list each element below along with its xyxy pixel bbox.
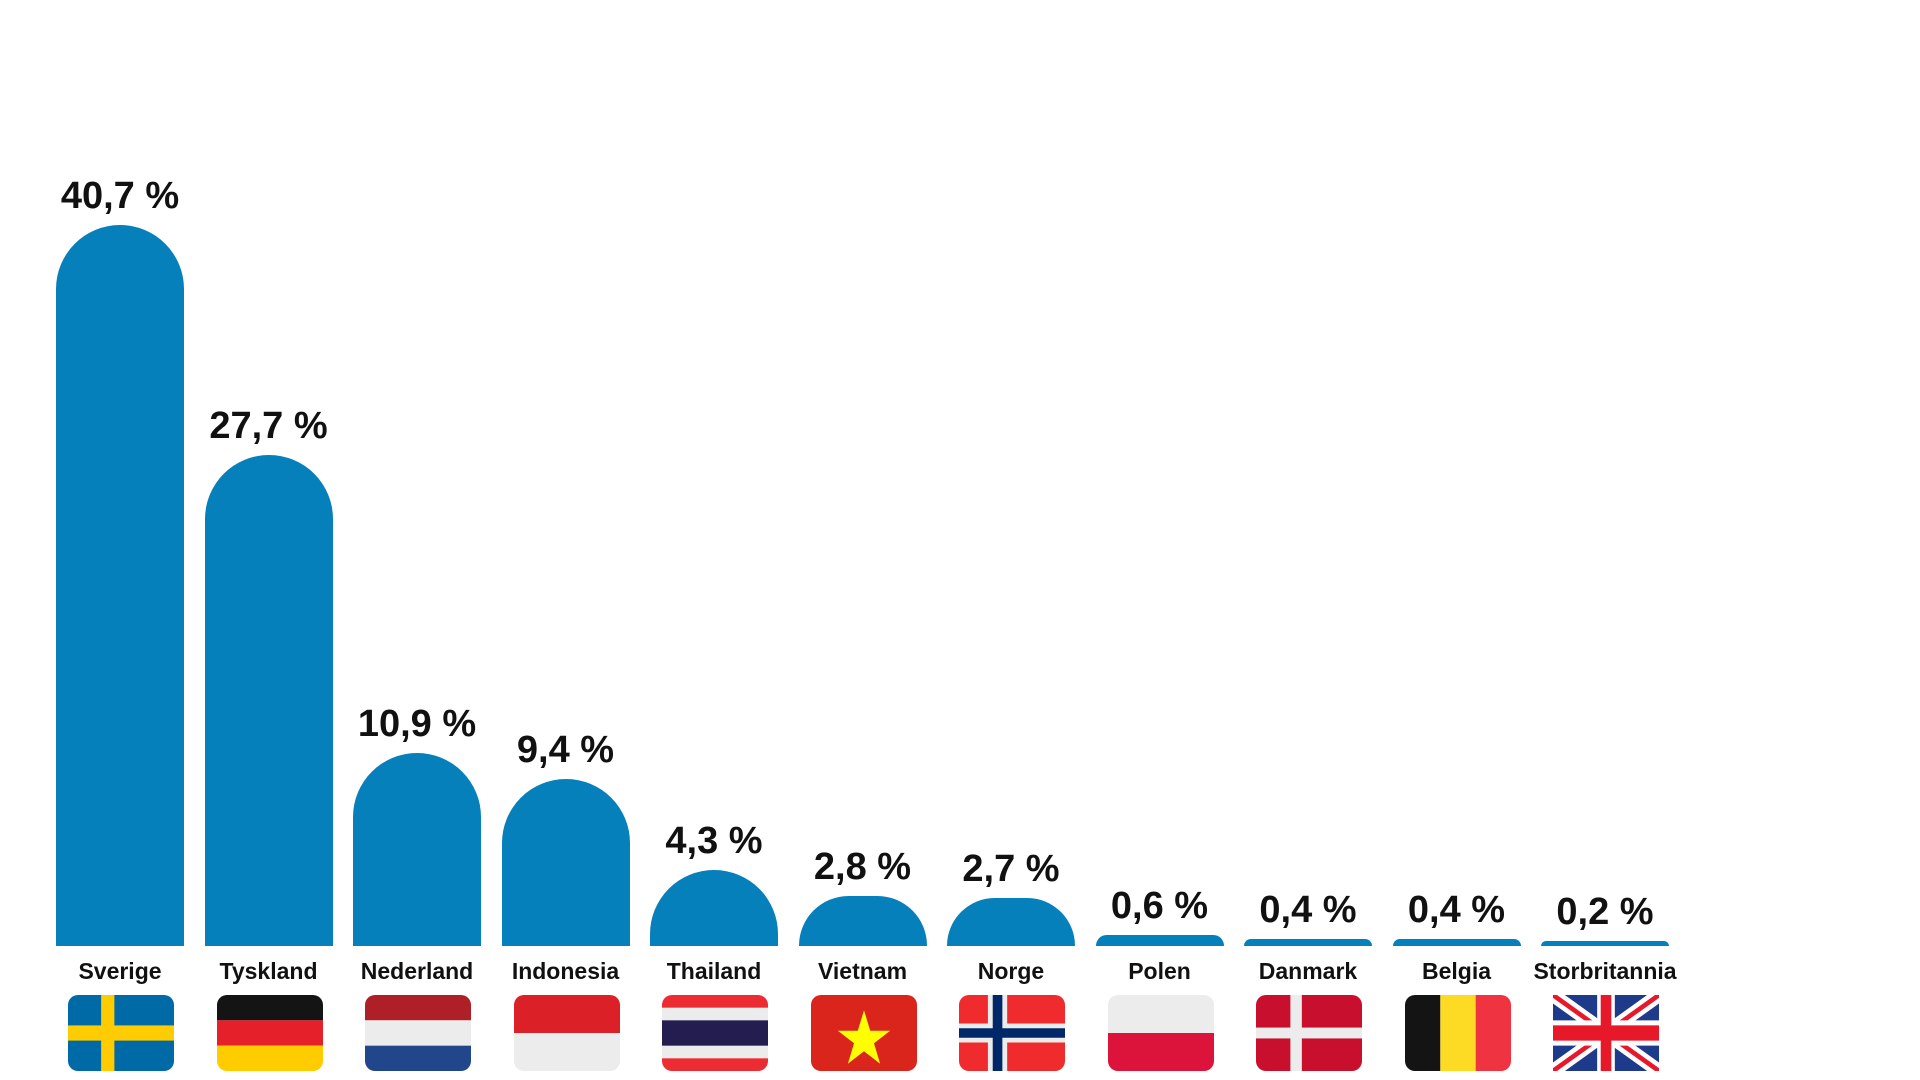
sweden-flag-icon <box>68 995 174 1071</box>
bar <box>1541 941 1669 946</box>
category-label: Indonesia <box>511 958 620 984</box>
value-label: 9,4 % <box>516 729 615 772</box>
category-label: Norge <box>977 958 1045 984</box>
bar-column: 0,4 % Danmark <box>1244 0 1372 1080</box>
indonesia-flag-icon <box>513 995 620 1071</box>
bar <box>353 752 481 946</box>
bar-column: 10,9 % Nederland <box>353 0 481 1080</box>
value-label: 0,6 % <box>1110 885 1209 928</box>
bar-column: 9,4 % Indonesia <box>501 0 630 1080</box>
bar <box>501 779 630 946</box>
vietnam-flag-icon <box>810 995 917 1071</box>
bar-column: 27,7 % Tyskland <box>204 0 333 1080</box>
value-label: 4,3 % <box>665 819 763 862</box>
value-label: 27,7 % <box>209 405 328 448</box>
value-label: 10,9 % <box>357 702 477 745</box>
bar <box>650 869 778 946</box>
belgium-flag-icon <box>1404 995 1511 1071</box>
poland-flag-icon <box>1107 995 1214 1071</box>
bar-column: 2,8 % Vietnam <box>798 0 927 1080</box>
value-label: 0,4 % <box>1259 888 1357 931</box>
thailand-flag-icon <box>662 995 768 1071</box>
bar <box>1095 935 1224 946</box>
category-label: Nederland <box>360 958 474 984</box>
denmark-flag-icon <box>1256 995 1362 1071</box>
bar <box>947 898 1075 946</box>
category-label: Thailand <box>666 958 762 984</box>
category-label: Tyskland <box>219 958 318 984</box>
germany-flag-icon <box>216 995 323 1071</box>
category-label: Vietnam <box>817 958 908 984</box>
category-label: Sverige <box>78 958 162 984</box>
value-label: 2,7 % <box>962 848 1060 891</box>
norway-flag-icon <box>959 995 1065 1071</box>
bar-column: 2,7 % Norge <box>947 0 1075 1080</box>
value-label: 2,8 % <box>813 846 912 889</box>
bar <box>56 224 184 946</box>
bar <box>1392 938 1521 946</box>
bar-column: 0,6 % Polen <box>1095 0 1224 1080</box>
uk-flag-icon <box>1553 995 1659 1071</box>
bar-column: 4,3 % Thailand <box>650 0 778 1080</box>
bar-column: 0,4 % Belgia <box>1392 0 1521 1080</box>
category-label: Polen <box>1128 958 1191 984</box>
category-label: Storbritannia <box>1533 958 1677 984</box>
netherlands-flag-icon <box>365 995 471 1071</box>
bar-column: 0,2 % Storbritannia <box>1533 0 1677 1080</box>
bar <box>1244 938 1372 946</box>
category-label: Danmark <box>1258 958 1358 984</box>
bar <box>798 896 927 946</box>
value-label: 40,7 % <box>60 174 180 217</box>
value-label: 0,2 % <box>1556 891 1654 933</box>
value-label: 0,4 % <box>1407 888 1506 931</box>
bar <box>204 455 333 946</box>
category-label: Belgia <box>1421 958 1492 984</box>
bar-column: 40,7 % Sverige <box>56 0 184 1080</box>
